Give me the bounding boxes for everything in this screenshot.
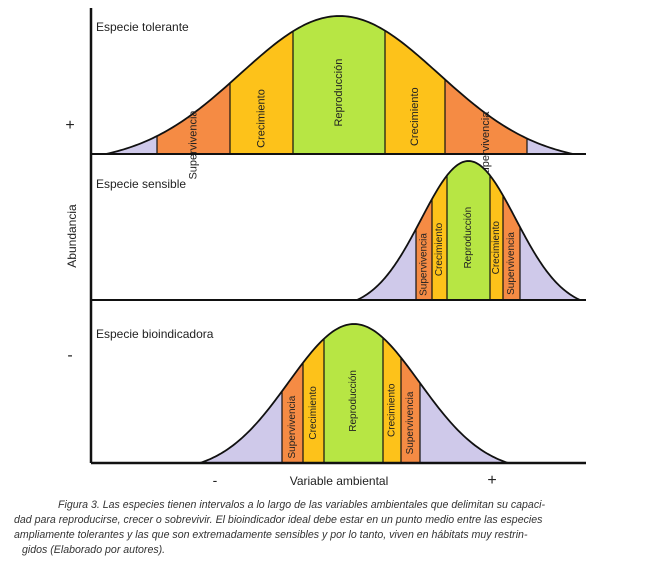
- crecimiento-band: [490, 175, 503, 300]
- panel-title: Especie sensible: [96, 177, 186, 191]
- supervivencia-band: [282, 362, 303, 463]
- reproduccion-label: Reproducción: [333, 59, 345, 127]
- panel-title: Especie tolerante: [96, 20, 189, 34]
- figure-caption: Figura 3. Las especies tienen intervalos…: [14, 498, 640, 558]
- supervivencia-label: Supervivencia: [419, 233, 430, 296]
- outer-band-left: [106, 136, 157, 154]
- tolerance-curve: [199, 323, 509, 464]
- supervivencia-label: Supervivencia: [287, 395, 298, 458]
- species-tolerance-diagram: Especie tolerante Supervivencia Crecimient…: [65, 8, 586, 489]
- panel-2: Especie sensible Supervivencia Crecimiento…: [96, 160, 581, 301]
- y-axis-minus: -: [67, 347, 72, 364]
- crecimiento-band: [385, 30, 445, 154]
- crecimiento-band: [432, 175, 447, 300]
- tolerance-curve: [105, 15, 574, 155]
- crecimiento-label: Crecimiento: [434, 222, 445, 276]
- crecimiento-label: Crecimiento: [409, 87, 421, 146]
- outer-band-left: [357, 228, 416, 300]
- crecimiento-label: Crecimiento: [491, 221, 502, 275]
- x-axis-minus: -: [213, 472, 218, 488]
- panel-1: Especie tolerante Supervivencia Crecimient…: [96, 15, 574, 181]
- y-axis-label: Abundancia: [65, 204, 79, 268]
- caption-line-4: gidos (Elaborado por autores).: [22, 544, 166, 556]
- panels-layer: Especie tolerante Supervivencia Crecimient…: [96, 15, 581, 464]
- crecimiento-band: [303, 338, 324, 463]
- x-axis-label: Variable ambiental: [290, 474, 389, 488]
- supervivencia-label: Supervivencia: [405, 391, 416, 454]
- outer-band-left: [200, 391, 282, 463]
- crecimiento-band: [230, 31, 293, 155]
- reproduccion-label: Reproducción: [348, 370, 359, 432]
- supervivencia-label: Supervivencia: [188, 110, 200, 180]
- crecimiento-label: Crecimiento: [387, 383, 398, 437]
- reproduccion-band: [293, 16, 385, 154]
- outer-band-right: [420, 383, 508, 463]
- x-axis-plus: +: [487, 472, 496, 489]
- outer-band-right: [520, 227, 580, 300]
- panel-3: Especie bioindicadora Supervivencia Crecim…: [96, 323, 509, 464]
- reproduccion-band: [447, 161, 490, 300]
- supervivencia-band: [503, 195, 520, 300]
- y-axis-plus: +: [65, 117, 74, 134]
- reproduccion-label: Reproducción: [463, 207, 474, 269]
- supervivencia-label: Supervivencia: [506, 232, 517, 295]
- supervivencia-band: [157, 83, 230, 154]
- caption-line-2: dad para reproducirse, crecer o sobreviv…: [14, 514, 543, 526]
- reproduccion-band: [324, 324, 383, 463]
- crecimiento-label: Crecimiento: [308, 386, 319, 440]
- outer-band-right: [527, 138, 573, 154]
- panel-title: Especie bioindicadora: [96, 327, 214, 341]
- tolerance-curve: [356, 160, 581, 301]
- caption-line-3: ampliamente tolerantes y las que son ext…: [14, 529, 528, 541]
- crecimiento-label: Crecimiento: [256, 89, 268, 148]
- crecimiento-band: [383, 337, 401, 463]
- caption-line-1: Figura 3. Las especies tienen intervalos…: [58, 499, 545, 511]
- supervivencia-label: Supervivencia: [480, 111, 492, 181]
- supervivencia-band: [401, 357, 420, 463]
- supervivencia-band: [416, 199, 432, 300]
